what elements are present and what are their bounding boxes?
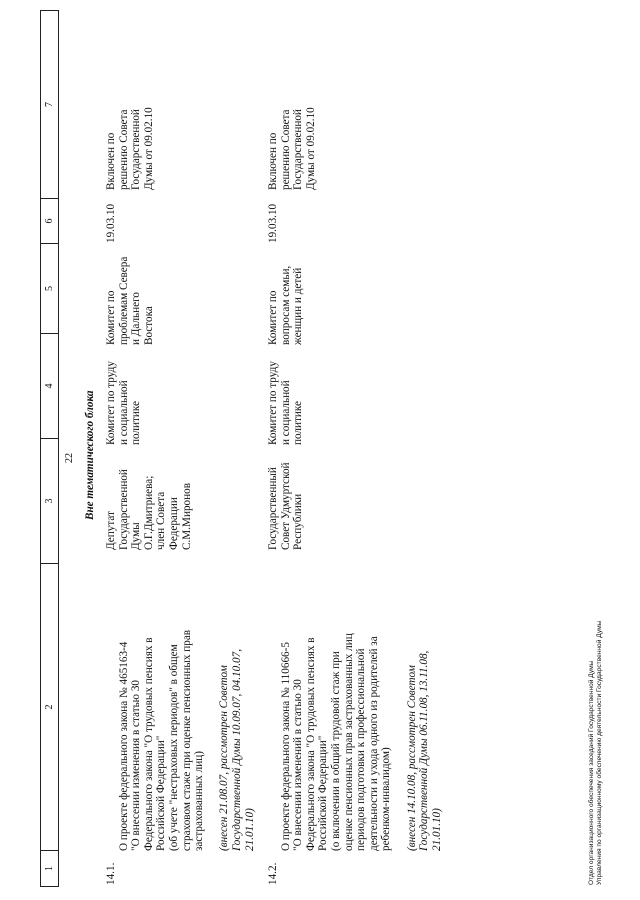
bill-description: О проекте федерального закона № 110666-5… [267,561,443,851]
co-committee: Комитет по вопросам семьи, женщин и дете… [267,265,305,345]
header-col-2: 2 [41,564,58,851]
header-col-6: 6 [41,199,58,244]
section-title: Вне тематического блока [84,390,96,521]
bill-note: (внесен 14.10.08, рассмотрен Советом Гос… [405,650,443,851]
date: 19.03.10 [105,203,117,243]
footer-line-2: Управления по организационному обеспечен… [596,620,603,885]
status: Включен по решению Совета Государственно… [267,107,317,190]
page-number: 22 [64,453,75,463]
date: 19.03.10 [267,203,279,243]
responsible-committee: Комитет по труду и социальной политике [105,361,143,445]
row-number: 14.2. [267,862,279,885]
co-committee: Комитет по проблемам Севера и Дальнего В… [105,256,155,345]
responsible-committee: Комитет по труду и социальной политике [267,361,305,445]
header-col-4: 4 [41,334,58,439]
header-col-1: 1 [44,866,55,871]
status: Включен по решению Совета Государственно… [105,107,155,190]
bill-note: (внесен 21.08.07, рассмотрен Советом Гос… [218,648,256,851]
table-header-row: 1 2 3 4 5 6 7 [40,10,59,887]
header-col-5: 5 [41,244,58,334]
footer: Отдел организационного обеспечения засед… [588,621,604,885]
bill-title: О проекте федерального закона № 110666-5… [279,633,393,851]
header-col-7: 7 [41,11,58,199]
initiator: Депутат Государственной Думы О.Г.Дмитрие… [105,469,193,550]
header-col-3: 3 [41,439,58,564]
bill-description: О проекте федерального закона № 465163-4… [105,561,256,851]
row-number: 14.1. [105,862,117,885]
footer-line-1: Отдел организационного обеспечения засед… [588,660,595,885]
bill-title: О проекте федерального закона № 465163-4… [117,629,206,851]
initiator: Государственный Совет Удмуртской Республ… [267,462,305,550]
